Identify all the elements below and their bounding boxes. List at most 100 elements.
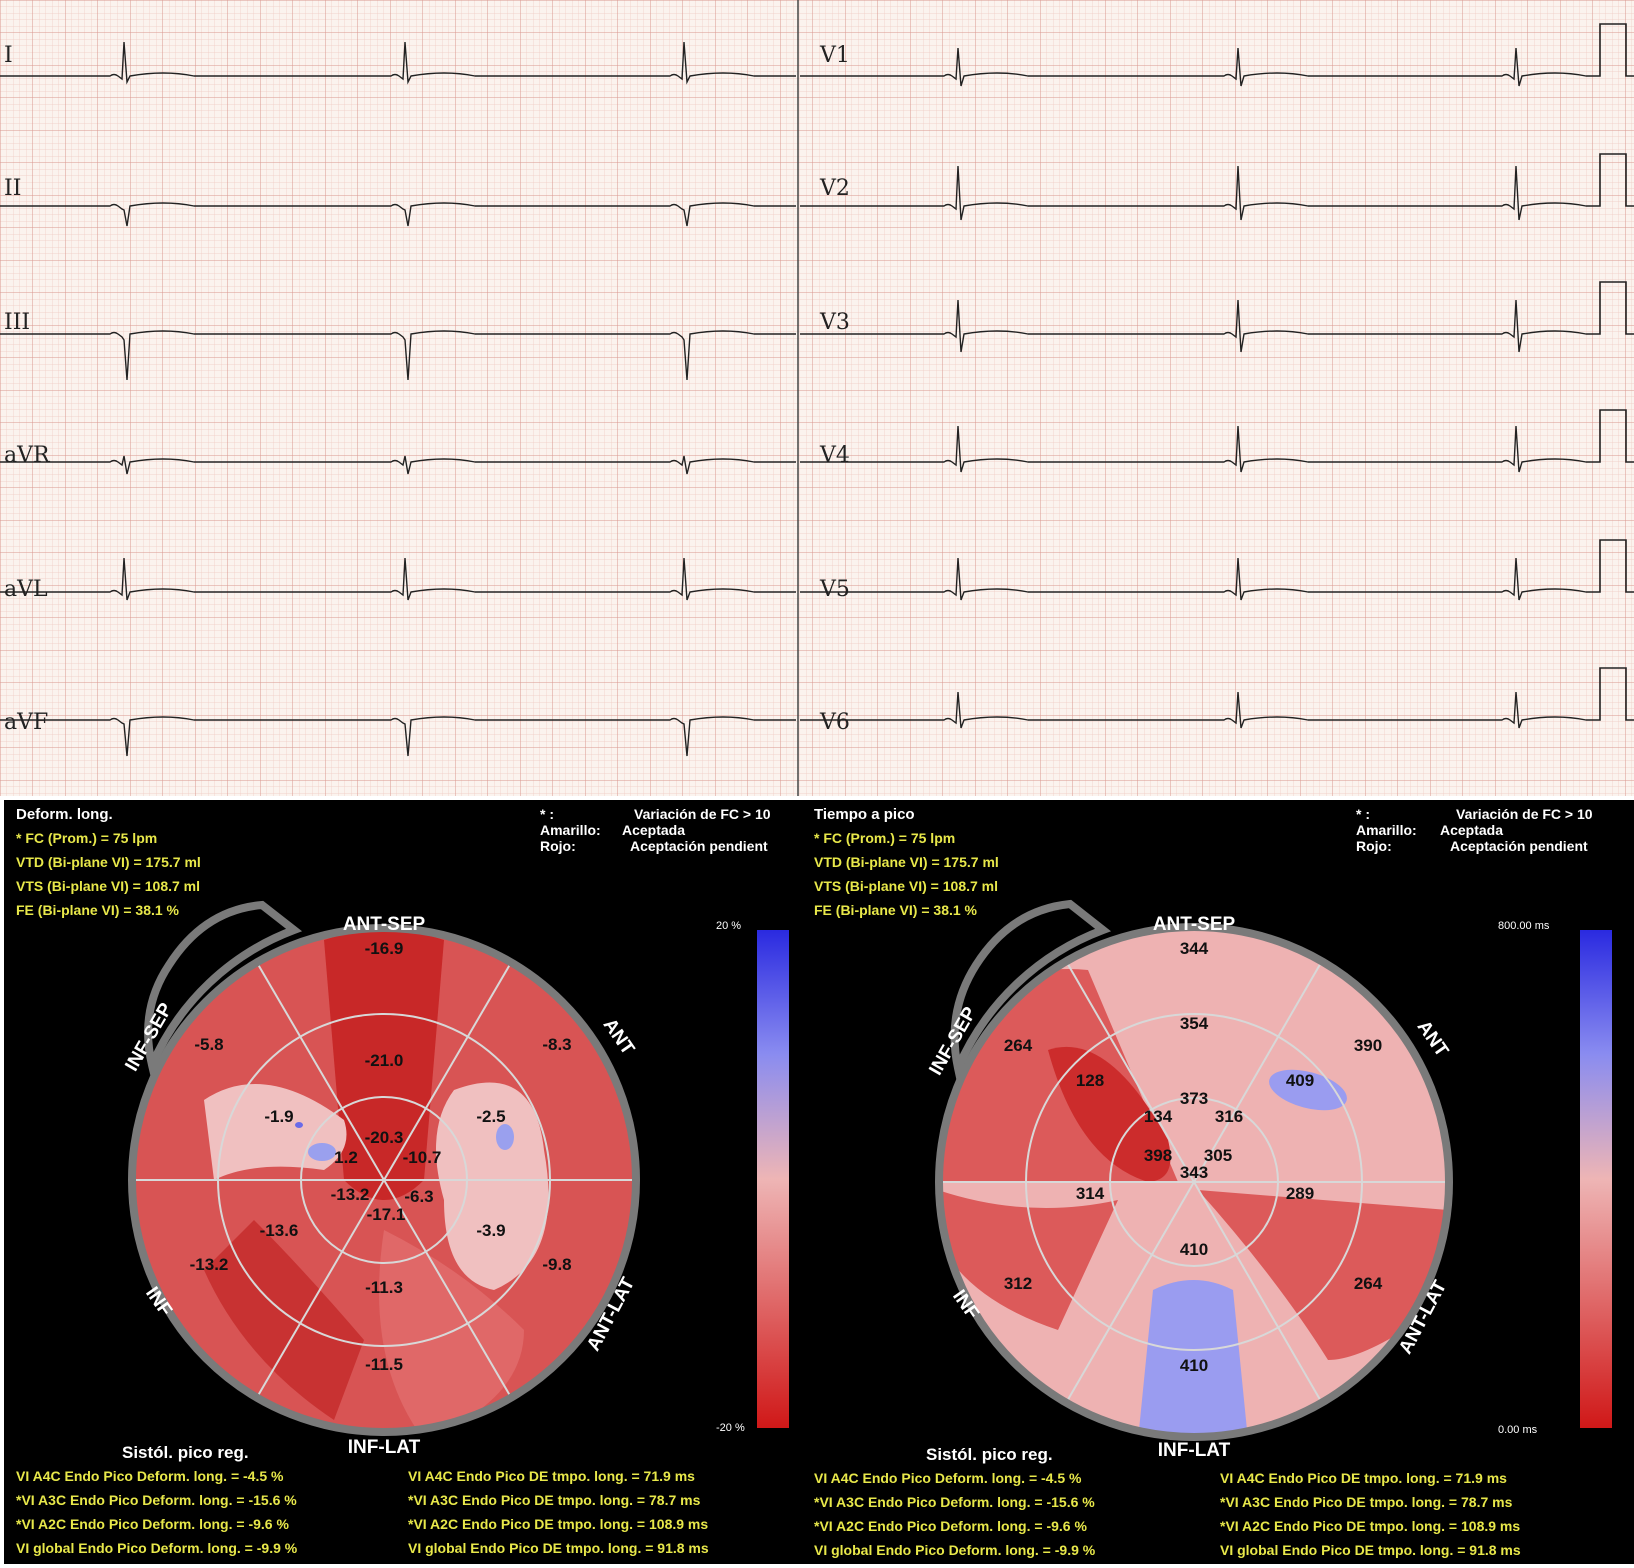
segment-mid-ant-sep: 354 <box>1180 1014 1209 1033</box>
lead-label-v2: V2 <box>819 176 850 201</box>
stat-left-3: *VI A2C Endo Pico Deform. long. = -9.6 % <box>16 1516 289 1532</box>
lead-label-iii: III <box>4 310 30 335</box>
lead-label-v5: V5 <box>819 577 850 602</box>
strain-bullseye-panel: -16.9 -8.3 -9.8 -11.5 -13.2 -5.8 -21.0 -… <box>4 800 808 1564</box>
fc-value: * FC (Prom.) = 75 lpm <box>16 830 158 846</box>
segment-apical-inf: 398 <box>1144 1146 1172 1165</box>
segment-mid-inf: -13.6 <box>260 1221 299 1240</box>
legend-star-text: Variación de FC > 10 <box>1456 806 1593 822</box>
ecg-trace-v4 <box>800 425 1594 473</box>
stat-right-3: *VI A2C Endo Pico DE tmpo. long. = 108.9… <box>408 1516 709 1532</box>
fe-value: FE (Bi-plane VI) = 38.1 % <box>16 902 179 918</box>
segment-mid-inf-sep: 128 <box>1076 1071 1104 1090</box>
segment-mid-ant-lat: 289 <box>1286 1184 1314 1203</box>
stat-left-2: *VI A3C Endo Pico Deform. long. = -15.6 … <box>814 1494 1095 1510</box>
legend-yellow-text: Aceptada <box>1440 822 1504 838</box>
segment-apical-inf-lat: -17.1 <box>367 1205 406 1224</box>
segment-apical-ant: -10.7 <box>403 1148 442 1167</box>
legend-star: * : <box>540 806 554 822</box>
stat-right-2: *VI A3C Endo Pico DE tmpo. long. = 78.7 … <box>408 1492 701 1508</box>
vts-value: VTS (Bi-plane VI) = 108.7 ml <box>16 878 201 894</box>
fe-value: FE (Bi-plane VI) = 38.1 % <box>814 902 977 918</box>
segment-basal-inf-lat: 410 <box>1180 1356 1208 1375</box>
stat-right-3: *VI A2C Endo Pico DE tmpo. long. = 108.9… <box>1220 1518 1521 1534</box>
lead-label-ii: II <box>4 176 21 201</box>
bullseye-plot <box>939 927 1449 1437</box>
sistol-title: Sistól. pico reg. <box>122 1443 249 1462</box>
region-inf-lat: INF-LAT <box>1158 1440 1231 1461</box>
segment-basal-ant-lat: 264 <box>1354 1274 1383 1293</box>
region-ant-sep: ANT-SEP <box>343 914 426 935</box>
legend-red: Rojo: <box>540 838 576 854</box>
stat-left-4: VI global Endo Pico Deform. long. = -9.9… <box>814 1542 1096 1558</box>
region-ant-sep: ANT-SEP <box>1153 914 1236 935</box>
vts-value: VTS (Bi-plane VI) = 108.7 ml <box>814 878 999 894</box>
calibration-pulse <box>1594 153 1634 207</box>
ecg-trace-v1 <box>800 47 1594 87</box>
segment-basal-inf-lat: -11.5 <box>365 1355 403 1374</box>
panel-title: Tiempo a pico <box>814 806 915 823</box>
scale-bottom-label: -20 % <box>716 1422 745 1434</box>
ecg-trace-v2 <box>800 165 1594 221</box>
ecg-trace-avr <box>0 455 796 475</box>
segment-apical-ant-lat: -6.3 <box>404 1187 433 1206</box>
lead-label-v3: V3 <box>819 310 850 335</box>
segment-basal-ant-lat: -9.8 <box>542 1255 571 1274</box>
stat-left-3: *VI A2C Endo Pico Deform. long. = -9.6 % <box>814 1518 1087 1534</box>
stat-left-4: VI global Endo Pico Deform. long. = -9.9… <box>16 1540 298 1556</box>
stat-left-2: *VI A3C Endo Pico Deform. long. = -15.6 … <box>16 1492 297 1508</box>
ecg-trace-v5 <box>800 557 1594 601</box>
segment-basal-ant: -8.3 <box>542 1035 571 1054</box>
panel-title: Deform. long. <box>16 806 113 823</box>
region-inf-lat: INF-LAT <box>348 1437 421 1458</box>
stat-right-1: VI A4C Endo Pico DE tmpo. long. = 71.9 m… <box>408 1468 695 1484</box>
lead-label-avf: aVF <box>4 710 48 735</box>
ecg-strip: I II III aVR aVL aVF V1 V2 V3 V4 V5 V6 <box>0 0 1634 796</box>
stat-right-4: VI global Endo Pico DE tmpo. long. = 91.… <box>1220 1542 1521 1558</box>
time-to-peak-bullseye-panel: 344 390 264 410 312 264 354 409 289 410 … <box>808 800 1634 1564</box>
segment-mid-ant-sep: -21.0 <box>365 1051 404 1070</box>
stat-left-1: VI A4C Endo Pico Deform. long. = -4.5 % <box>814 1470 1082 1486</box>
color-scale-bar <box>757 930 789 1428</box>
ecg-trace-iii <box>0 330 796 381</box>
calibration-pulse <box>1594 281 1634 335</box>
segment-mid-ant: 409 <box>1286 1071 1314 1090</box>
vtd-value: VTD (Bi-plane VI) = 175.7 ml <box>814 854 999 870</box>
lead-label-v4: V4 <box>819 443 850 468</box>
stat-right-2: *VI A3C Endo Pico DE tmpo. long. = 78.7 … <box>1220 1494 1513 1510</box>
lead-label-v6: V6 <box>819 710 850 735</box>
ecg-grid: I II III aVR aVL aVF V1 V2 V3 V4 V5 V6 <box>0 0 1634 796</box>
segment-basal-ant: 390 <box>1354 1036 1382 1055</box>
legend-yellow-text: Aceptada <box>622 822 686 838</box>
segment-basal-ant-sep: -16.9 <box>365 939 404 958</box>
ecg-trace-i <box>0 41 796 85</box>
segment-basal-inf: 312 <box>1004 1274 1032 1293</box>
segment-apical-inf-sep: 134 <box>1144 1107 1173 1126</box>
segment-apical-ant-lat: 305 <box>1204 1146 1232 1165</box>
scale-top-label: 800.00 ms <box>1498 920 1550 932</box>
color-scale-bar <box>1580 930 1612 1428</box>
segment-apical-ant: 316 <box>1215 1107 1243 1126</box>
bullseye-plot <box>132 928 636 1432</box>
ecg-trace-ii <box>0 202 796 227</box>
stat-left-1: VI A4C Endo Pico Deform. long. = -4.5 % <box>16 1468 284 1484</box>
calibration-pulse <box>1594 667 1634 721</box>
ecg-trace-v3 <box>800 299 1594 353</box>
legend-star: * : <box>1356 806 1370 822</box>
vtd-value: VTD (Bi-plane VI) = 175.7 ml <box>16 854 201 870</box>
fc-value: * FC (Prom.) = 75 lpm <box>814 830 956 846</box>
segment-apical-ant-sep: -20.3 <box>365 1128 404 1147</box>
calibration-pulse <box>1594 23 1634 77</box>
segment-apical-inf-lat: 343 <box>1180 1163 1208 1182</box>
segment-mid-inf-lat: -11.3 <box>365 1278 403 1297</box>
lead-label-v1: V1 <box>819 43 850 68</box>
segment-mid-inf: 314 <box>1076 1184 1105 1203</box>
ecg-trace-avl <box>0 557 796 601</box>
legend-yellow: Amarillo: <box>540 822 601 838</box>
segment-mid-inf-lat: 410 <box>1180 1240 1208 1259</box>
legend-yellow: Amarillo: <box>1356 822 1417 838</box>
segment-mid-ant: -2.5 <box>476 1107 505 1126</box>
scale-top-label: 20 % <box>716 920 742 932</box>
segment-basal-ant-sep: 344 <box>1180 939 1209 958</box>
segment-apical-inf-sep: 1.2 <box>334 1148 358 1167</box>
